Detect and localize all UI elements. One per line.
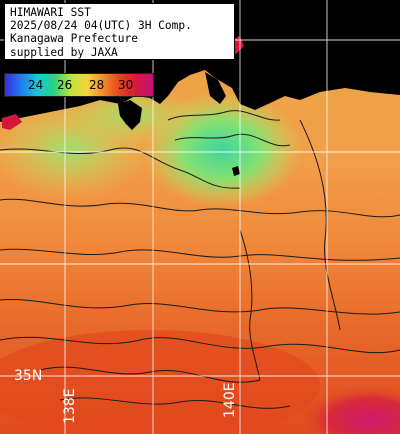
color-scale-bar xyxy=(4,73,154,97)
colorbar-tick-30: 30 xyxy=(118,78,134,92)
longitude-label-138e: 138E xyxy=(62,388,78,424)
title-line-2: 2025/08/24 04(UTC) 3H Comp. xyxy=(10,19,192,33)
title-line-3: Kanagawa Prefecture xyxy=(10,32,138,46)
land-red-speck-west xyxy=(2,114,22,130)
land-miura xyxy=(205,72,226,104)
colorbar-tick-26: 26 xyxy=(57,78,73,92)
title-line-1: HIMAWARI SST xyxy=(10,6,91,19)
colorbar-tick-24: 24 xyxy=(28,78,44,92)
colorbar-tick-28: 28 xyxy=(89,78,105,92)
title-line-4: supplied by JAXA xyxy=(10,45,118,59)
title-box: HIMAWARI SST 2025/08/24 04(UTC) 3H Comp.… xyxy=(4,3,235,60)
longitude-label-140e: 140E xyxy=(222,382,238,418)
island-oshima xyxy=(232,166,240,176)
land-izu-peninsula xyxy=(118,100,142,130)
warm-water-southeast xyxy=(300,385,400,434)
latitude-label: 35N xyxy=(14,368,43,384)
sst-contours xyxy=(0,110,400,409)
